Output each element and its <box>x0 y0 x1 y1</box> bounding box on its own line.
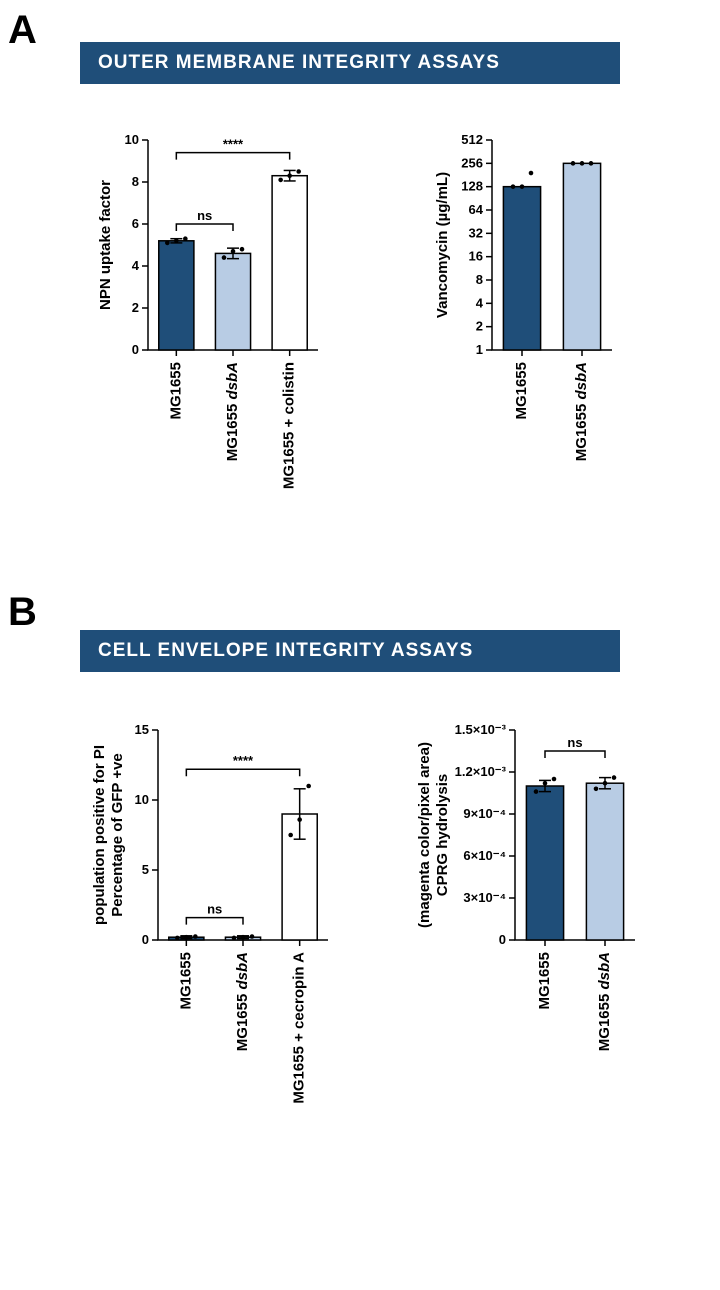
svg-text:0: 0 <box>132 342 139 357</box>
svg-text:MG1655 + colistin: MG1655 + colistin <box>281 362 298 489</box>
svg-text:4: 4 <box>132 258 140 273</box>
svg-text:2: 2 <box>132 300 139 315</box>
svg-text:population positive for PI: population positive for PI <box>91 745 108 925</box>
svg-text:****: **** <box>223 137 244 152</box>
svg-text:10: 10 <box>135 792 149 807</box>
svg-text:16: 16 <box>469 249 483 264</box>
svg-text:15: 15 <box>135 722 149 737</box>
svg-text:Percentage of GFP +ve: Percentage of GFP +ve <box>109 753 126 917</box>
svg-text:64: 64 <box>469 202 484 217</box>
svg-text:128: 128 <box>461 179 483 194</box>
svg-text:10: 10 <box>125 132 139 147</box>
svg-text:0: 0 <box>142 932 149 947</box>
pi-chart: 0 5 10 15 Percentage of GFP +vepopulation po… <box>90 720 390 1180</box>
svg-text:MG1655: MG1655 <box>177 952 194 1010</box>
svg-text:Vancomycin (µg/mL): Vancomycin (µg/mL) <box>434 172 451 318</box>
header-cell-envelope: CELL ENVELOPE INTEGRITY ASSAYS <box>80 630 620 672</box>
svg-text:3×10⁻⁴: 3×10⁻⁴ <box>463 890 506 905</box>
svg-text:MG1655 dsbA: MG1655 dsbA <box>224 362 241 461</box>
svg-text:MG1655: MG1655 <box>536 952 553 1010</box>
svg-text:4: 4 <box>476 295 484 310</box>
npn-chart: 0 2 4 6 8 10 NPN uptake factor MG1655 MG1655 dsb… <box>90 130 390 550</box>
svg-text:ns: ns <box>197 208 212 223</box>
header-outer-membrane: OUTER MEMBRANE INTEGRITY ASSAYS <box>80 42 620 84</box>
svg-text:NPN uptake factor: NPN uptake factor <box>97 180 114 310</box>
svg-text:8: 8 <box>476 272 483 287</box>
svg-text:8: 8 <box>132 174 139 189</box>
svg-text:256: 256 <box>461 155 483 170</box>
svg-text:ns: ns <box>567 735 582 750</box>
panel-a-label: A <box>8 8 37 53</box>
svg-text:5: 5 <box>142 862 149 877</box>
panel-b-label: B <box>8 590 37 635</box>
svg-text:(magenta color/pixel area): (magenta color/pixel area) <box>416 742 433 928</box>
vanco-chart: 1 2 4 8 16 32 64 128 256 512 Vancomycin (µg/mL) MG1… <box>420 130 690 550</box>
svg-text:CPRG hydrolysis: CPRG hydrolysis <box>434 774 451 897</box>
svg-text:ns: ns <box>207 902 222 917</box>
svg-text:512: 512 <box>461 132 483 147</box>
svg-text:32: 32 <box>469 225 483 240</box>
svg-text:9×10⁻⁴: 9×10⁻⁴ <box>463 806 506 821</box>
svg-text:1.2×10⁻³: 1.2×10⁻³ <box>455 764 507 779</box>
svg-text:MG1655: MG1655 <box>167 362 184 420</box>
svg-text:MG1655 + cecropin A: MG1655 + cecropin A <box>291 952 308 1104</box>
svg-text:1.5×10⁻³: 1.5×10⁻³ <box>455 722 507 737</box>
svg-text:MG1655 dsbA: MG1655 dsbA <box>596 952 613 1051</box>
cprg-chart: 0 3×10⁻⁴ 6×10⁻⁴ 9×10⁻⁴ 1.2×10⁻³ 1.5×10⁻³ CPRG … <box>415 720 695 1180</box>
svg-text:1: 1 <box>476 342 483 357</box>
svg-text:****: **** <box>233 753 254 768</box>
svg-text:MG1655 dsbA: MG1655 dsbA <box>573 362 590 461</box>
svg-text:0: 0 <box>499 932 506 947</box>
svg-text:6: 6 <box>132 216 139 231</box>
svg-text:MG1655 dsbA: MG1655 dsbA <box>234 952 251 1051</box>
svg-text:6×10⁻⁴: 6×10⁻⁴ <box>463 848 506 863</box>
svg-text:2: 2 <box>476 319 483 334</box>
svg-text:MG1655: MG1655 <box>513 362 530 420</box>
